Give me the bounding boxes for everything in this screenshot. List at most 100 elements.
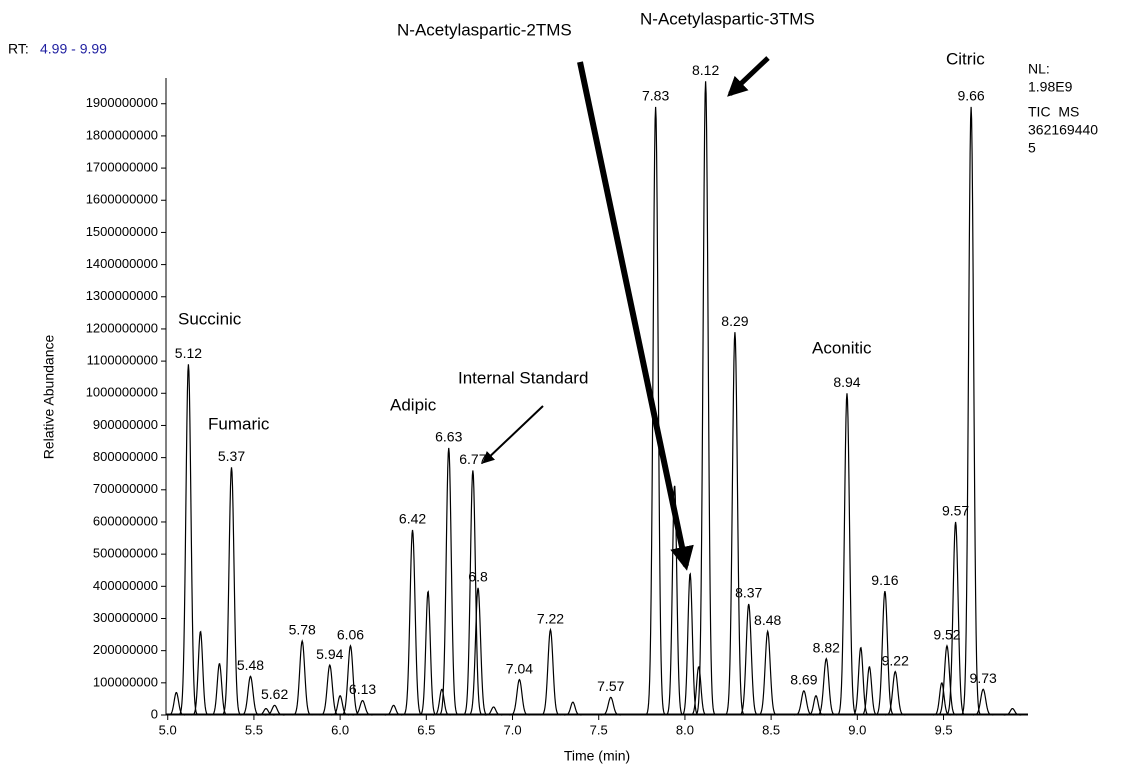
peak — [836, 393, 858, 716]
peak — [564, 701, 582, 716]
y-tick-label: 1600000000 — [86, 192, 158, 207]
peak-label: 6.42 — [399, 511, 426, 527]
annotation: Succinic — [178, 309, 242, 328]
x-axis-label: Time (min) — [564, 748, 630, 764]
peak-label: 6.8 — [468, 569, 488, 585]
peak — [665, 485, 684, 716]
peak — [221, 467, 242, 716]
annotation: N-Acetylaspartic-2TMS — [397, 20, 572, 39]
peak — [402, 529, 423, 716]
x-tick-label: 9.0 — [848, 722, 866, 737]
peak-label: 5.78 — [289, 622, 316, 638]
y-tick-label: 1700000000 — [86, 160, 158, 175]
peak-label: 5.37 — [218, 448, 245, 464]
nl-line: 362169440 — [1028, 122, 1098, 138]
peak — [292, 639, 313, 716]
peak — [816, 657, 837, 716]
peak — [738, 603, 759, 716]
y-tick-label: 600000000 — [93, 513, 158, 528]
y-tick-label: 1400000000 — [86, 256, 158, 271]
peak — [973, 688, 994, 716]
rt-label: RT: — [8, 41, 29, 57]
peak — [509, 678, 530, 716]
y-tick-label: 300000000 — [93, 610, 158, 625]
x-tick-label: 6.5 — [417, 722, 435, 737]
y-tick-label: 900000000 — [93, 417, 158, 432]
x-tick-label: 8.5 — [762, 722, 780, 737]
peak-label: 9.73 — [970, 670, 997, 686]
peak — [885, 670, 906, 716]
peak-label: 6.63 — [435, 429, 462, 445]
peak-label: 6.13 — [349, 681, 376, 697]
peak — [936, 644, 958, 716]
y-tick-label: 800000000 — [93, 449, 158, 464]
y-tick-label: 1500000000 — [86, 224, 158, 239]
peak-label: 9.52 — [933, 627, 960, 643]
peak — [384, 704, 403, 716]
peak-label: 6.77 — [459, 451, 486, 467]
arrow — [577, 61, 694, 571]
y-tick-label: 1200000000 — [86, 320, 158, 335]
peak-label: 8.29 — [721, 313, 748, 329]
peak-label: 5.94 — [316, 646, 343, 662]
y-tick-label: 100000000 — [93, 674, 158, 689]
y-tick-label: 400000000 — [93, 578, 158, 593]
peak — [851, 646, 870, 716]
arrow — [727, 56, 770, 97]
peak-label: 8.69 — [790, 672, 817, 688]
peak — [724, 332, 746, 716]
peak — [191, 630, 210, 716]
peak-label: 5.62 — [261, 686, 288, 702]
y-tick-label: 200000000 — [93, 642, 158, 657]
y-tick-label: 1100000000 — [87, 353, 158, 368]
peak-label: 9.22 — [882, 652, 909, 668]
y-tick-label: 0 — [151, 706, 158, 721]
peak — [860, 666, 879, 716]
nl-line: TIC MS — [1028, 104, 1079, 120]
peak-label: 7.57 — [597, 678, 624, 694]
peak-label: 8.48 — [754, 612, 781, 628]
nl-line: NL: — [1028, 61, 1050, 77]
y-axis-label: Relative Abundance — [41, 335, 57, 460]
peak-label: 5.48 — [237, 657, 264, 673]
peak — [757, 629, 778, 716]
peak-label: 8.82 — [813, 639, 840, 655]
nl-line: 5 — [1028, 140, 1036, 156]
peak — [240, 675, 261, 716]
peak-label: 7.22 — [537, 610, 564, 626]
y-tick-label: 700000000 — [93, 481, 158, 496]
x-tick-label: 6.0 — [331, 722, 349, 737]
y-tick-label: 1300000000 — [86, 288, 158, 303]
peak-label: 7.83 — [642, 88, 669, 104]
peak-label: 7.04 — [506, 660, 533, 676]
peak — [167, 691, 186, 716]
peak-label: 8.12 — [692, 62, 719, 78]
peak — [433, 688, 451, 716]
x-tick-label: 9.5 — [934, 722, 952, 737]
x-tick-label: 5.5 — [245, 722, 263, 737]
x-tick-label: 5.0 — [159, 722, 177, 737]
annotation: Citric — [946, 49, 985, 68]
peak — [1003, 707, 1022, 716]
rt-range: 4.99 - 9.99 — [40, 41, 107, 57]
peak — [945, 521, 966, 716]
arrow — [482, 405, 544, 464]
peak-label: 9.16 — [871, 572, 898, 588]
annotation: Adipic — [390, 395, 437, 414]
peak — [540, 627, 561, 716]
peak — [695, 81, 716, 716]
peak-label: 9.57 — [942, 503, 969, 519]
peak — [438, 447, 459, 716]
peak — [462, 470, 483, 716]
peak — [681, 572, 699, 716]
y-tick-label: 1000000000 — [86, 385, 158, 400]
y-tick-label: 500000000 — [93, 546, 158, 561]
peak — [645, 106, 666, 716]
peak — [178, 364, 199, 716]
peak — [419, 590, 437, 716]
y-tick-label: 1800000000 — [86, 127, 158, 142]
peak — [331, 695, 349, 716]
annotation: Aconitic — [812, 338, 872, 357]
peak-label: 6.06 — [337, 627, 364, 643]
